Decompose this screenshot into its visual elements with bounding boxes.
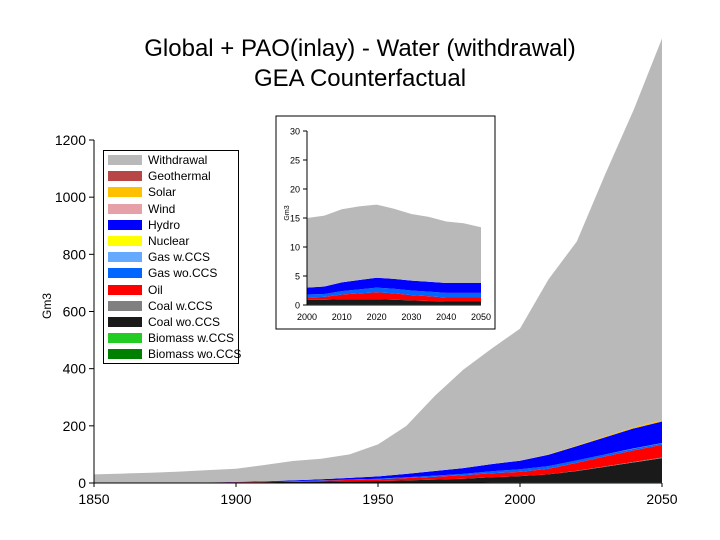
legend-item: Coal w.CCS: [104, 298, 238, 314]
main-y-tick-label: 1200: [55, 132, 86, 148]
main-y-tick-label: 200: [63, 418, 87, 434]
inset-y-tick-label: 5: [295, 272, 300, 282]
inset-area-oil: [307, 292, 481, 302]
inset-x-tick-label: 2030: [401, 312, 421, 322]
inset-area-coal-wo-ccs: [307, 299, 481, 305]
legend-item: Gas w.CCS: [104, 249, 238, 265]
legend-item: Biomass w.CCS: [104, 330, 238, 346]
inset-y-tick-label: 0: [295, 301, 300, 311]
main-y-tick-label: 800: [63, 246, 87, 262]
legend-swatch: [108, 171, 142, 182]
main-area-withdrawal: [94, 38, 662, 483]
inset-y-tick-label: 30: [290, 127, 300, 137]
inset-y-axis-label: Gm3: [284, 205, 291, 220]
legend-label: Nuclear: [148, 234, 190, 249]
inset-plot-area: [307, 204, 481, 305]
legend-swatch: [108, 219, 142, 230]
legend-swatch: [108, 284, 142, 295]
legend-swatch: [108, 187, 142, 198]
main-x-tick-label: 1900: [220, 491, 251, 507]
legend-item: Nuclear: [104, 233, 238, 249]
inset-chart: 0 5 10 15 20 25 30 2000 2010 2020 2030 2040 2050 Gm3: [275, 115, 496, 330]
legend-label: Hydro: [148, 217, 181, 232]
inset-x-tick-label: 2020: [367, 312, 387, 322]
legend-label: Gas w.CCS: [148, 250, 211, 265]
main-area-hydro: [94, 421, 662, 483]
legend-swatch: [108, 316, 142, 327]
inset-x-tick-label: 2010: [332, 312, 352, 322]
legend-swatch: [108, 333, 142, 344]
legend-item: Geothermal: [104, 168, 238, 184]
main-y-tick-label: 1000: [55, 189, 86, 205]
legend-label: Gas wo.CCS: [148, 266, 218, 281]
legend-item: Wind: [104, 201, 238, 217]
inset-area-hydro: [307, 277, 481, 295]
inset-area-gas-wo-ccs: [307, 287, 481, 298]
legend-label: Biomass wo.CCS: [148, 347, 242, 362]
chart-title-line1: Global + PAO(inlay) - Water (withdrawal): [144, 35, 576, 62]
legend-item: Withdrawal: [104, 152, 238, 168]
main-x-tick-label: 1850: [78, 491, 109, 507]
main-y-tick-label: 600: [63, 304, 87, 320]
legend: Withdrawal Geothermal Solar Wind Hydro Nuclea…: [103, 150, 242, 364]
inset-x-tick-label: 2050: [471, 312, 491, 322]
legend-swatch: [108, 349, 142, 360]
legend-item: Gas wo.CCS: [104, 265, 238, 281]
legend-item: Oil: [104, 282, 238, 298]
legend-label: Solar: [148, 185, 177, 200]
legend-label: Withdrawal: [148, 153, 208, 168]
legend-item: Hydro: [104, 217, 238, 233]
legend-item: Solar: [104, 184, 238, 200]
legend-label: Wind: [148, 201, 176, 216]
legend-swatch: [108, 268, 142, 279]
main-y-tick-label: 400: [63, 361, 87, 377]
inset-x-tick-label: 2040: [436, 312, 456, 322]
main-area-coal-wo-ccs: [94, 458, 662, 483]
inset-y-tick-label: 20: [290, 185, 300, 195]
main-y-axis-label: Gm3: [40, 293, 54, 319]
legend-label: Coal w.CCS: [148, 298, 213, 313]
legend-label: Geothermal: [148, 169, 211, 184]
inset-area-withdrawal: [307, 204, 481, 288]
chart-title: Global + PAO(inlay) - Water (withdrawal)…: [0, 34, 720, 94]
main-x-tick-label: 2050: [646, 491, 677, 507]
main-x-tick-label: 1950: [362, 491, 393, 507]
legend-label: Biomass w.CCS: [148, 331, 235, 346]
legend-swatch: [108, 203, 142, 214]
legend-swatch: [108, 236, 142, 247]
legend-swatch: [108, 155, 142, 166]
main-x-tick-label: 2000: [504, 491, 535, 507]
legend-item: Coal wo.CCS: [104, 314, 238, 330]
inset-y-tick-label: 10: [290, 243, 300, 253]
legend-label: Coal wo.CCS: [148, 314, 221, 329]
legend-item: Biomass wo.CCS: [104, 346, 242, 362]
chart-title-line2: GEA Counterfactual: [253, 65, 467, 92]
inset-y-tick-label: 25: [290, 156, 300, 166]
main-y-tick-label: 0: [78, 475, 86, 491]
inset-y-tick-label: 15: [290, 214, 300, 224]
legend-swatch: [108, 252, 142, 263]
legend-label: Oil: [148, 282, 163, 297]
legend-swatch: [108, 300, 142, 311]
main-area-oil: [94, 444, 662, 483]
inset-x-tick-label: 2000: [297, 312, 317, 322]
